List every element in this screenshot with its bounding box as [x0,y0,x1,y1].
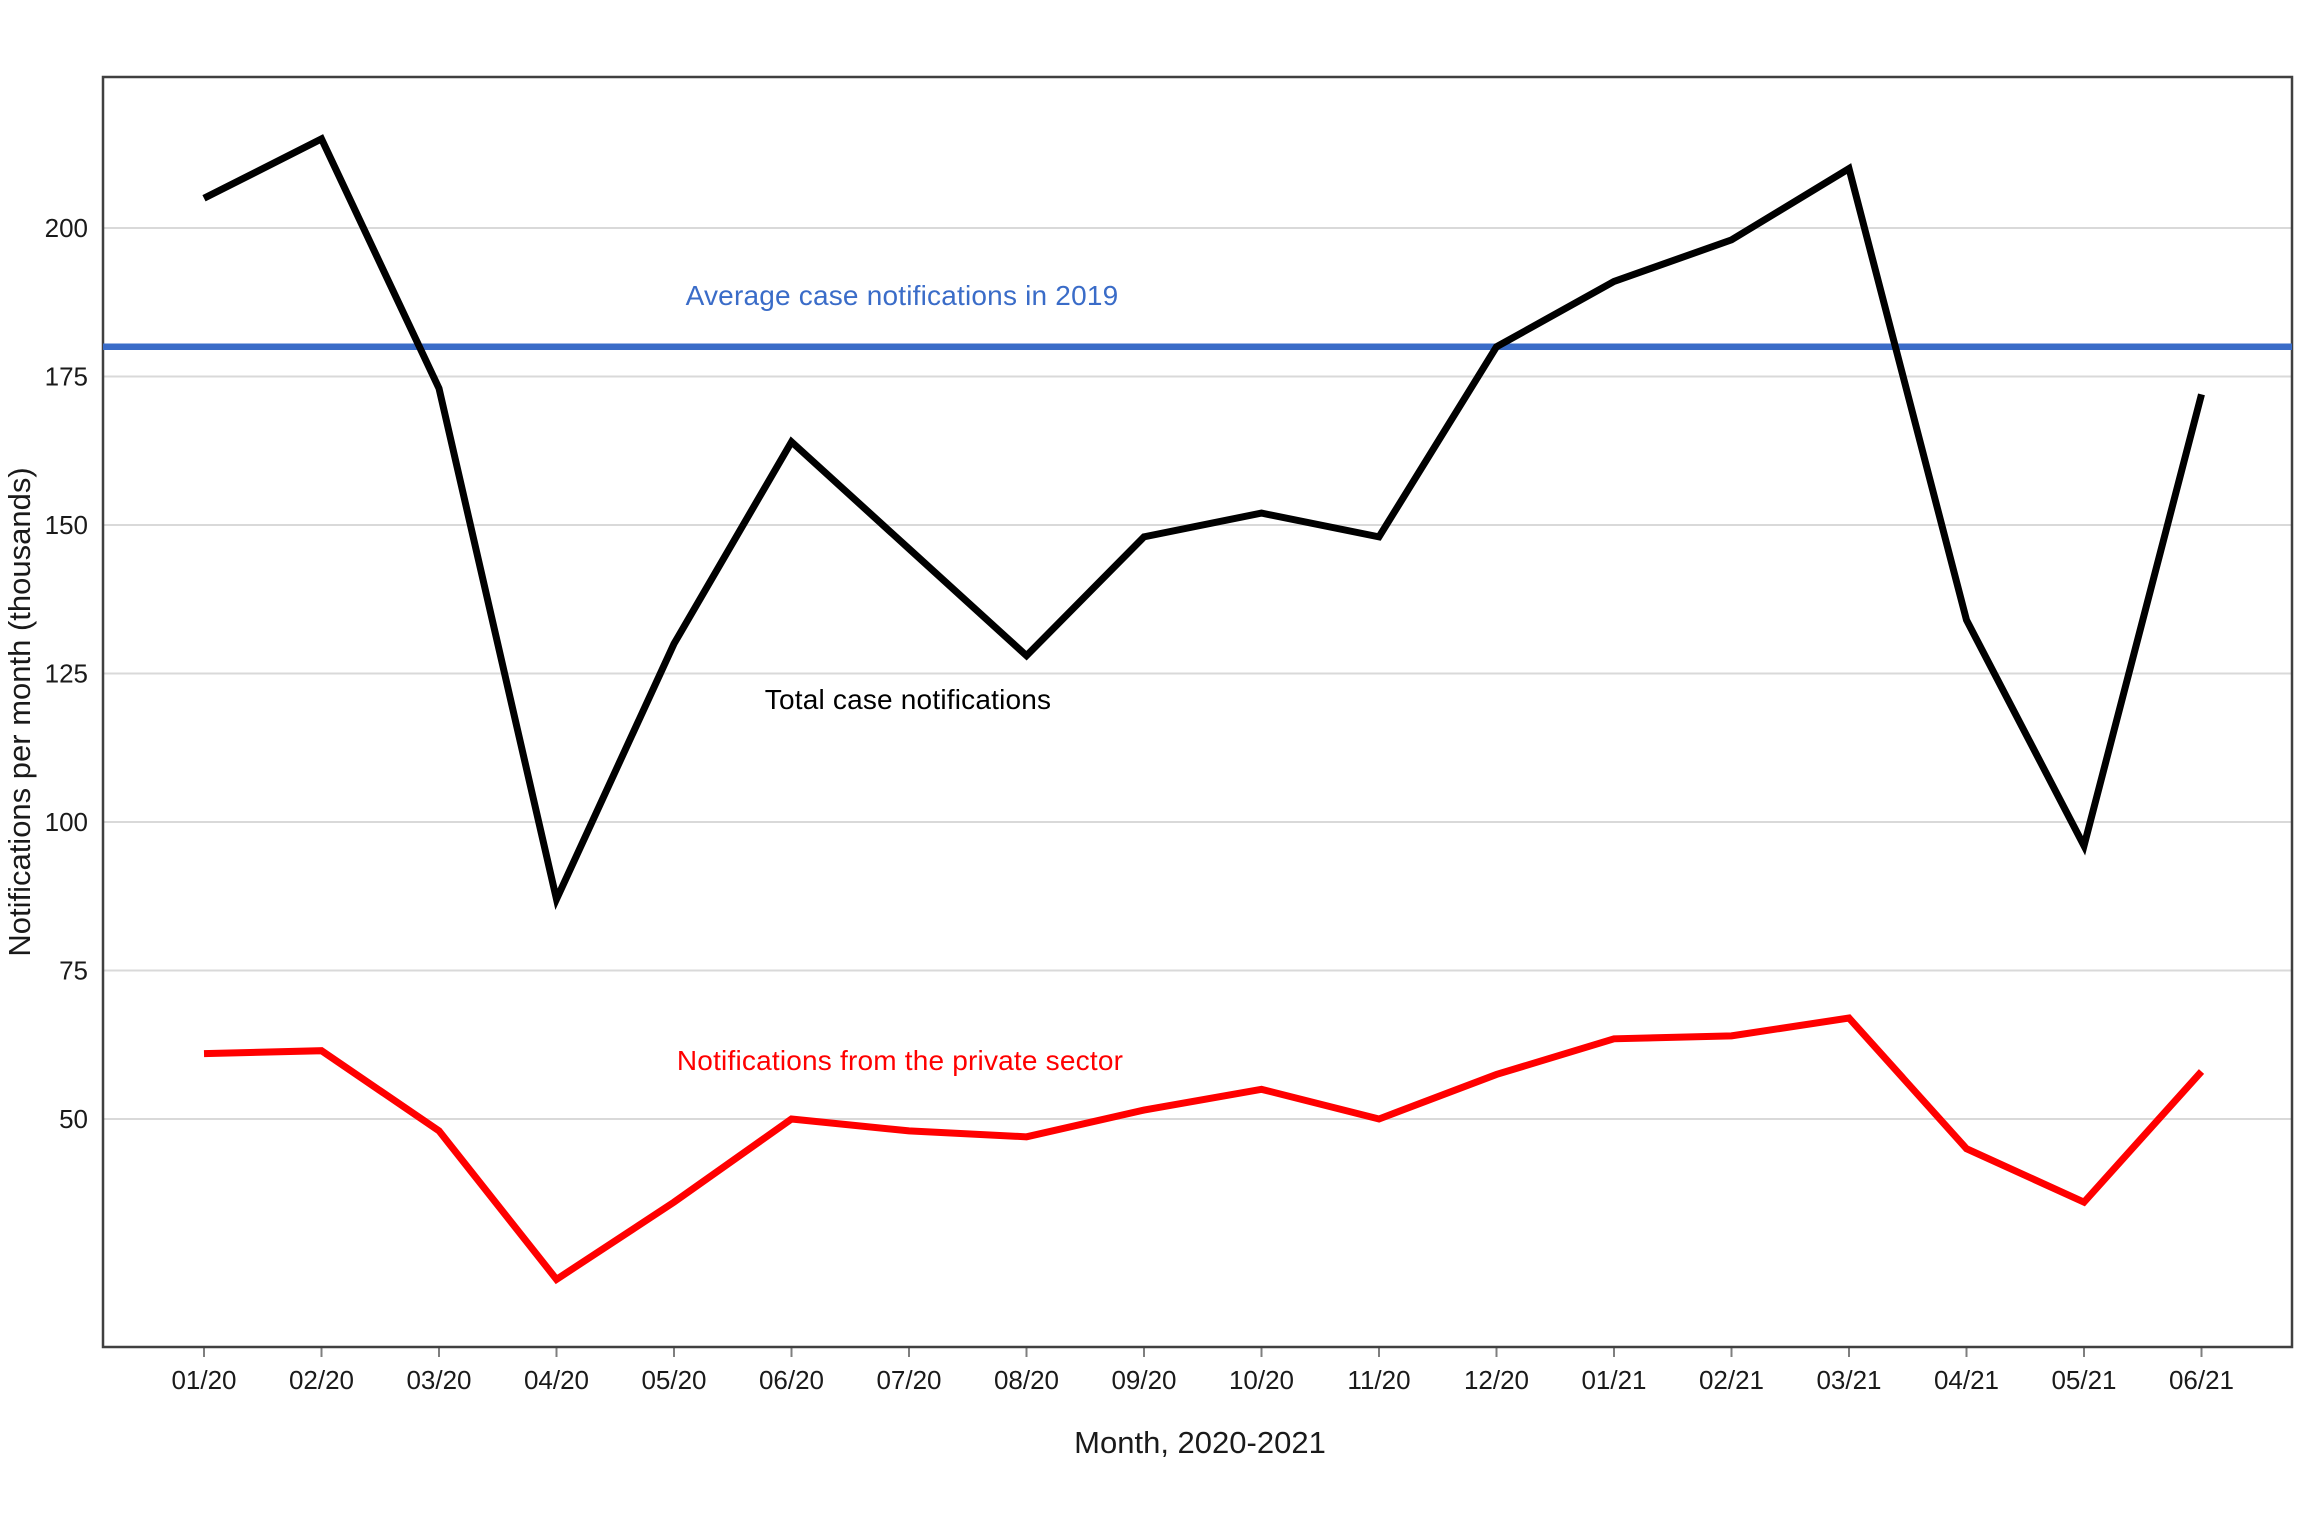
x-tick-label-03-20: 03/20 [406,1365,471,1395]
x-tick-label-08-20: 08/20 [994,1365,1059,1395]
x-tick-label-05-20: 05/20 [641,1365,706,1395]
series-private-line [203,1014,2205,1285]
x-tick-label-03-21: 03/21 [1816,1365,1881,1395]
x-tick-label-04-20: 04/20 [524,1365,589,1395]
x-tick-label-02-20: 02/20 [289,1365,354,1395]
series-total-line [202,134,2205,911]
x-tick-label-12-20: 12/20 [1464,1365,1529,1395]
x-tick-label-06-21: 06/21 [2169,1365,2234,1395]
x-tick-label-10-20: 10/20 [1229,1365,1294,1395]
x-tick-label-01-20: 01/20 [171,1365,236,1395]
x-tick-label-06-20: 06/20 [759,1365,824,1395]
reference-line-label: Average case notifications in 2019 [685,280,1119,311]
x-tick-label-05-21: 05/21 [2051,1365,2116,1395]
y-tick-label-150: 150 [45,510,88,540]
series-label-total: Total case notifications [764,684,1052,715]
x-tick-label-07-20: 07/20 [876,1365,941,1395]
x-tick-label-09-20: 09/20 [1111,1365,1176,1395]
x-tick-label-01-21: 01/21 [1581,1365,1646,1395]
y-tick-label-50: 50 [59,1104,88,1134]
x-tick-label-04-21: 04/21 [1934,1365,1999,1395]
y-axis-title: Notifications per month (thousands) [2,467,37,956]
y-tick-label-200: 200 [45,213,88,243]
series-label-private: Notifications from the private sector [676,1045,1124,1076]
x-tick-label-11-20: 11/20 [1347,1365,1410,1395]
y-tick-label-100: 100 [45,807,88,837]
x-axis-title: Month, 2020-2021 [1074,1425,1326,1460]
y-tick-label-75: 75 [59,956,88,986]
plot-border [101,75,2294,1349]
y-tick-label-125: 125 [45,659,88,689]
x-tick-label-02-21: 02/21 [1699,1365,1764,1395]
y-tick-label-175: 175 [45,362,88,392]
